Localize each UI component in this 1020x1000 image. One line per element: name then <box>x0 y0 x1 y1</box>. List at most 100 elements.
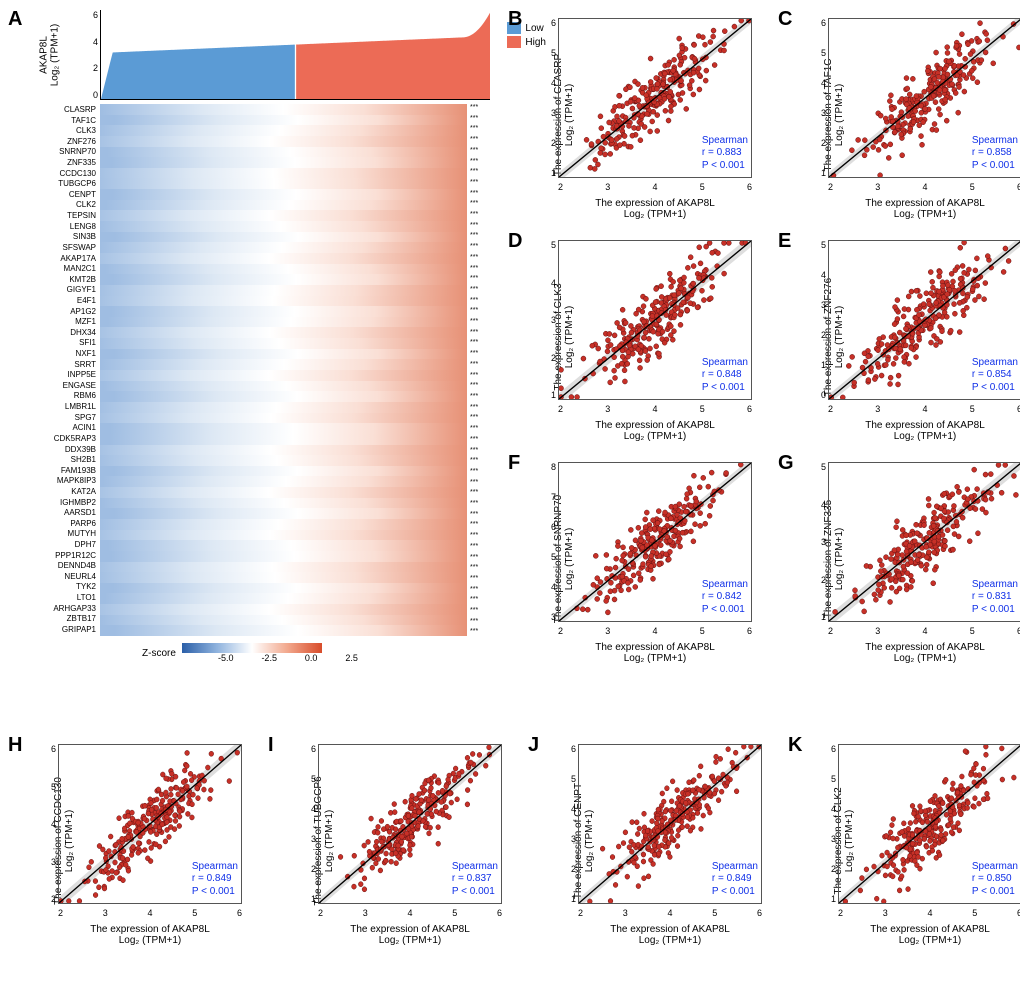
gene-label: MAN2C1 <box>10 265 96 273</box>
sig-marker: *** <box>470 414 490 421</box>
zscore-ticks: -5.0-2.50.02.5 <box>218 653 358 663</box>
sig-marker: *** <box>470 318 490 325</box>
xlabel: The expression of AKAP8LLog₂ (TPM+1) <box>578 924 762 946</box>
sig-marker: *** <box>470 339 490 346</box>
spearman-label: Spearman <box>702 135 748 146</box>
sig-marker: *** <box>470 297 490 304</box>
stats-box: Spearman r = 0.883 P < 0.001 <box>702 135 748 173</box>
panel-A: A AKAP8L Log₂ (TPM+1) 0246 Low High CLAS… <box>10 10 490 664</box>
p-value: P < 0.001 <box>972 886 1015 897</box>
stats-box: Spearman r = 0.848 P < 0.001 <box>702 357 748 395</box>
r-value: r = 0.854 <box>972 369 1012 380</box>
scatter-J: The expression of CENPTLog₂ (TPM+1) 1234… <box>530 736 770 946</box>
p-value: P < 0.001 <box>192 886 235 897</box>
sig-marker: *** <box>470 361 490 368</box>
panel-C: C The expression of TAF1CLog₂ (TPM+1) 12… <box>780 10 1020 220</box>
sig-marker: *** <box>470 404 490 411</box>
p-value: P < 0.001 <box>972 382 1015 393</box>
xticks: 23456 <box>318 908 502 918</box>
sig-marker: *** <box>470 596 490 603</box>
p-value: P < 0.001 <box>972 604 1015 615</box>
sig-marker: *** <box>470 372 490 379</box>
gene-label: TUBGCP6 <box>10 180 96 188</box>
stats-box: Spearman r = 0.858 P < 0.001 <box>972 135 1018 173</box>
gene-label: CENPT <box>10 191 96 199</box>
gene-label: SRRT <box>10 361 96 369</box>
scatter-K: The expression of CLK2Log₂ (TPM+1) 12345… <box>790 736 1020 946</box>
scatter-G: The expression of ZNF335Log₂ (TPM+1) 123… <box>780 454 1020 664</box>
heatmap-row <box>100 349 467 360</box>
stats-box: Spearman r = 0.850 P < 0.001 <box>972 861 1018 899</box>
yticks: 123456 <box>544 18 556 178</box>
yticks: 123456 <box>814 18 826 178</box>
heatmap-row <box>100 370 467 381</box>
heatmap-row <box>100 519 467 530</box>
panel-B: B The expression of CLASRPLog₂ (TPM+1) 1… <box>510 10 760 220</box>
xlabel: The expression of AKAP8LLog₂ (TPM+1) <box>828 642 1020 664</box>
heatmap-row <box>100 210 467 221</box>
heatmap-row <box>100 104 467 115</box>
gene-label: MAPK8IP3 <box>10 477 96 485</box>
panel-E: E The expression of ZNF276Log₂ (TPM+1) 0… <box>780 232 1020 442</box>
gene-label: DHX34 <box>10 329 96 337</box>
spearman-label: Spearman <box>452 861 498 872</box>
panel-K: K The expression of CLK2Log₂ (TPM+1) 123… <box>790 736 1020 946</box>
scatter-C: The expression of TAF1CLog₂ (TPM+1) 1234… <box>780 10 1020 220</box>
xticks: 23456 <box>558 404 752 414</box>
p-value: P < 0.001 <box>452 886 495 897</box>
heatmap-row <box>100 147 467 158</box>
gene-label: SH2B1 <box>10 456 96 464</box>
gene-label: CLK3 <box>10 127 96 135</box>
sig-marker: *** <box>470 628 490 635</box>
panel-A-label: A <box>8 8 22 31</box>
sig-marker: *** <box>470 115 490 122</box>
scatter-F: The expression of SNRNP70Log₂ (TPM+1) 34… <box>510 454 760 664</box>
p-value: P < 0.001 <box>702 604 745 615</box>
gene-label: LTO1 <box>10 594 96 602</box>
barplot-svg <box>101 10 490 99</box>
heatmap-row <box>100 455 467 466</box>
gene-label: SPG7 <box>10 414 96 422</box>
panel-C-label: C <box>778 8 792 31</box>
sig-marker: *** <box>470 521 490 528</box>
heatmap-row <box>100 178 467 189</box>
figure-root: A AKAP8L Log₂ (TPM+1) 0246 Low High CLAS… <box>10 10 1010 946</box>
sig-marker: *** <box>470 307 490 314</box>
r-value: r = 0.831 <box>972 591 1012 602</box>
gene-label: SFI1 <box>10 339 96 347</box>
r-value: r = 0.842 <box>702 591 742 602</box>
yticks: 12345 <box>814 462 826 622</box>
sig-marker: *** <box>470 125 490 132</box>
gene-label: MUTYH <box>10 530 96 538</box>
sig-marker: *** <box>470 382 490 389</box>
heatmap-row <box>100 306 467 317</box>
gene-label: SIN3B <box>10 233 96 241</box>
xlabel: The expression of AKAP8LLog₂ (TPM+1) <box>838 924 1020 946</box>
gene-label: CLK2 <box>10 201 96 209</box>
scatter-I: The expression of TUBGCP6Log₂ (TPM+1) 12… <box>270 736 510 946</box>
r-value: r = 0.849 <box>712 873 752 884</box>
heatmap-row <box>100 317 467 328</box>
sig-marker: *** <box>470 564 490 571</box>
p-value: P < 0.001 <box>702 160 745 171</box>
xlabel: The expression of AKAP8LLog₂ (TPM+1) <box>558 198 752 220</box>
xticks: 23456 <box>828 626 1020 636</box>
heatmap-row <box>100 604 467 615</box>
gene-label: TAF1C <box>10 117 96 125</box>
sig-marker: *** <box>470 211 490 218</box>
xlabel: The expression of AKAP8LLog₂ (TPM+1) <box>558 420 752 442</box>
sig-marker: *** <box>470 200 490 207</box>
heatmap-row <box>100 232 467 243</box>
heatmap-row <box>100 615 467 626</box>
stats-box: Spearman r = 0.837 P < 0.001 <box>452 861 498 899</box>
scatter-D: The expression of CLK3Log₂ (TPM+1) 12345… <box>510 232 760 442</box>
heatmap-row <box>100 157 467 168</box>
panel-G-label: G <box>778 452 794 475</box>
sig-marker: *** <box>470 232 490 239</box>
gene-label: DENND4B <box>10 562 96 570</box>
heatmap-row <box>100 136 467 147</box>
scatter-E: The expression of ZNF276Log₂ (TPM+1) 012… <box>780 232 1020 442</box>
sig-marker: *** <box>470 243 490 250</box>
heatmap-row <box>100 445 467 456</box>
gene-label: RBM6 <box>10 392 96 400</box>
